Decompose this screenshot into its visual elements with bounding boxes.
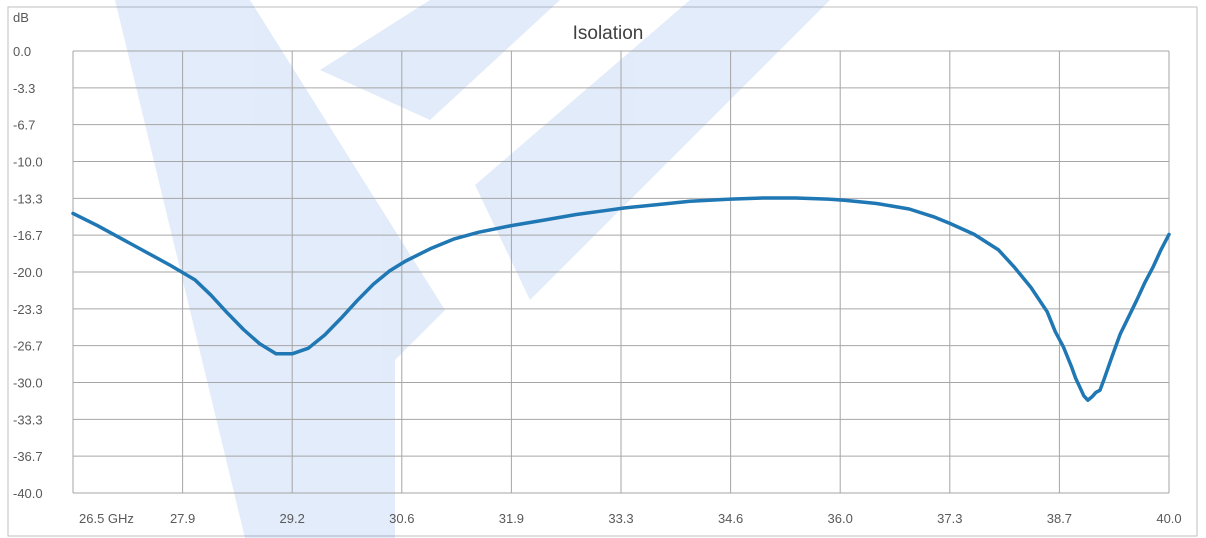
- data-series: [71, 196, 1171, 402]
- y-tick-label: -20.0: [13, 265, 43, 280]
- x-tick-label: 26.5 GHz: [79, 511, 134, 526]
- y-tick-label: -30.0: [13, 376, 43, 391]
- y-tick-label: -3.3: [13, 81, 35, 96]
- x-axis-tick-labels: 26.5 GHz 27.9 29.2 30.6 31.9 33.3 34.6 36.0 37.3…: [79, 511, 1182, 526]
- x-tick-label: 27.9: [170, 511, 195, 526]
- y-tick-label: -36.7: [13, 449, 43, 464]
- y-axis-unit-label: dB: [13, 10, 29, 25]
- y-tick-label: -6.7: [13, 118, 35, 133]
- x-tick-label: 34.6: [718, 511, 743, 526]
- x-tick-label: 31.9: [499, 511, 524, 526]
- y-axis-tick-labels: 0.0 -3.3 -6.7 -10.0 -13.3 -16.7 -20.0 -23.3 -26.…: [13, 44, 43, 501]
- logo-watermark: [115, 0, 830, 538]
- y-tick-label: -33.3: [13, 412, 43, 427]
- x-tick-label: 36.0: [828, 511, 853, 526]
- chart-title: Isolation: [573, 23, 644, 44]
- y-tick-label: -26.7: [13, 339, 43, 354]
- y-tick-label: -40.0: [13, 486, 43, 501]
- y-tick-label: 0.0: [13, 44, 31, 59]
- x-tick-label: 30.6: [389, 511, 414, 526]
- x-tick-label: 33.3: [608, 511, 633, 526]
- gridlines: [72, 50, 1170, 494]
- x-tick-label: 40.0: [1156, 511, 1181, 526]
- x-tick-label: 37.3: [937, 511, 962, 526]
- y-tick-label: -16.7: [13, 228, 43, 243]
- x-tick-label: 38.7: [1047, 511, 1072, 526]
- series-line-0: [71, 196, 1171, 402]
- y-tick-label: -13.3: [13, 191, 43, 206]
- x-tick-label: 29.2: [280, 511, 305, 526]
- y-tick-label: -23.3: [13, 302, 43, 317]
- y-tick-label: -10.0: [13, 155, 43, 170]
